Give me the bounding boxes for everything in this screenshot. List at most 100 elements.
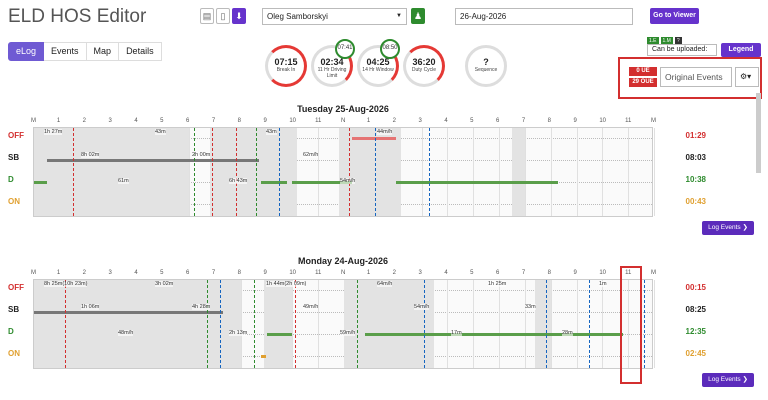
hour-line (473, 280, 475, 368)
event-marker[interactable] (375, 128, 376, 216)
row-label: SB (8, 305, 20, 314)
shaded-block (511, 128, 525, 216)
main-tabs: eLog Events Map Details (8, 42, 162, 61)
go-to-viewer-button[interactable]: Go to Viewer (650, 8, 699, 24)
duty-segment[interactable] (261, 355, 267, 358)
event-marker[interactable] (545, 280, 547, 368)
hour-label: 6 (186, 118, 190, 124)
download-icon[interactable]: ⬇ (232, 8, 246, 24)
can-upload-select[interactable]: Can be uploaded: (647, 44, 717, 56)
hour-label: N (341, 270, 346, 276)
log-grid[interactable]: 1h 27m 8h 02m 61m 43m 2h 00m 6h 43m 43m 62m/h 54… (33, 127, 655, 217)
hour-label: 1 (56, 270, 61, 276)
duty-total: 08:25 (685, 305, 706, 314)
chip-m: 1.M (660, 37, 673, 45)
duty-segment[interactable] (266, 333, 293, 336)
hour-label: 9 (263, 118, 267, 124)
event-marker[interactable] (194, 128, 196, 216)
event-marker[interactable] (207, 280, 209, 368)
shaded-block (535, 280, 551, 368)
sequence-label: Sequence (474, 67, 498, 73)
row-label: ON (8, 197, 20, 206)
duration-note: 4h 28m (192, 304, 211, 310)
hour-label: M (651, 118, 656, 124)
event-marker[interactable] (212, 128, 214, 216)
duration-note: 62m/h (303, 152, 319, 158)
hour-label: 10 (289, 270, 297, 276)
hour-label: 6 (496, 270, 500, 276)
duration-note: 43m (266, 129, 277, 135)
shaded-block (34, 280, 241, 368)
event-marker[interactable] (294, 280, 296, 368)
hour-line (318, 128, 320, 216)
app-title: ELD HOS Editor (8, 6, 147, 27)
duty-segment[interactable] (46, 159, 259, 162)
driver-select[interactable]: Oleg Samborskyi ▼ (262, 8, 407, 25)
hour-label: 1 (56, 118, 61, 124)
settings-gear-icon[interactable]: ⚙▾ (735, 67, 759, 87)
tab-map[interactable]: Map (86, 42, 120, 61)
tab-events[interactable]: Events (44, 42, 87, 61)
duty-segment[interactable] (351, 137, 396, 140)
hour-line (292, 280, 294, 368)
event-marker[interactable] (235, 128, 237, 216)
duty-total: 00:15 (685, 283, 706, 292)
hour-label: 3 (108, 118, 112, 124)
shaded-block (338, 128, 401, 216)
hour-label: 11 (625, 118, 632, 124)
hour-label: M (31, 270, 36, 276)
duty-segment[interactable] (292, 181, 352, 184)
highlight-box (618, 57, 762, 99)
log-grid[interactable]: 8h 25m(10h 23m) 1h 06m 48m/h 3h 02m 4h 28m 2h… (33, 266, 655, 384)
event-marker[interactable] (643, 280, 645, 368)
log-events-button[interactable]: Log Events ❯ (702, 373, 754, 387)
original-events-select[interactable]: Original Events (660, 67, 732, 87)
duty-segment[interactable] (34, 181, 47, 184)
hour-label: 7 (521, 118, 526, 124)
event-marker[interactable] (253, 280, 255, 368)
event-marker[interactable] (220, 280, 221, 368)
duty-segment[interactable] (34, 311, 223, 314)
duration-note: 54m/h (340, 178, 356, 184)
event-marker[interactable] (72, 128, 74, 216)
page-icon[interactable]: ▯ (216, 8, 230, 24)
event-marker[interactable] (356, 280, 358, 368)
duration-note: 17m (451, 330, 462, 336)
hour-line (550, 280, 552, 368)
duration-note: 64m/h (377, 281, 393, 287)
hour-line (499, 280, 500, 368)
duty-total: 00:43 (685, 197, 706, 206)
event-marker[interactable] (279, 128, 281, 216)
row-line (34, 290, 652, 291)
break-label: Break In (276, 67, 296, 73)
hour-label: 4 (444, 270, 448, 276)
hour-line (318, 280, 320, 368)
hour-label: 2 (82, 270, 86, 276)
window-badge: 08:50 (380, 39, 400, 59)
day-title: Tuesday 25-Aug-2026 (297, 104, 389, 114)
duty-segment[interactable] (261, 181, 288, 184)
window-gauge: 04:25 14 Hr Window (357, 45, 399, 87)
row-label: OFF (8, 131, 24, 140)
duty-segment[interactable] (364, 333, 623, 336)
document-icon[interactable]: ▤ (200, 8, 214, 24)
event-marker[interactable] (429, 128, 431, 216)
hour-line (447, 128, 449, 216)
event-marker[interactable] (349, 128, 351, 216)
duty-segment[interactable] (395, 181, 559, 184)
legend-button[interactable]: Legend (721, 43, 761, 57)
duration-note: 8h 02m (81, 152, 100, 158)
tab-elog[interactable]: eLog (8, 42, 45, 61)
log-events-button[interactable]: Log Events ❯ (702, 221, 754, 235)
scrollbar[interactable] (756, 93, 761, 173)
event-marker[interactable] (65, 280, 66, 368)
user-icon[interactable]: ♟ (411, 8, 425, 24)
driving-label: 11 Hr Driving Limit (317, 67, 347, 79)
duration-note: 61m (118, 178, 129, 184)
driving-value: 02:34 (320, 57, 344, 67)
event-marker[interactable] (589, 280, 591, 368)
date-input[interactable]: 26-Aug-2026 (455, 8, 633, 25)
event-marker[interactable] (424, 280, 426, 368)
event-marker[interactable] (256, 128, 258, 216)
tab-details[interactable]: Details (119, 42, 162, 61)
